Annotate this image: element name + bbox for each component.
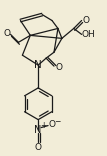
Text: OH: OH [82,30,95,39]
Text: +: + [40,121,46,130]
Text: O: O [48,120,56,129]
Text: N: N [33,124,41,134]
Text: O: O [55,63,62,72]
Text: O: O [35,143,42,152]
Text: −: − [54,117,60,126]
Text: O: O [3,29,10,38]
Text: O: O [82,16,89,25]
Text: N: N [34,60,42,70]
